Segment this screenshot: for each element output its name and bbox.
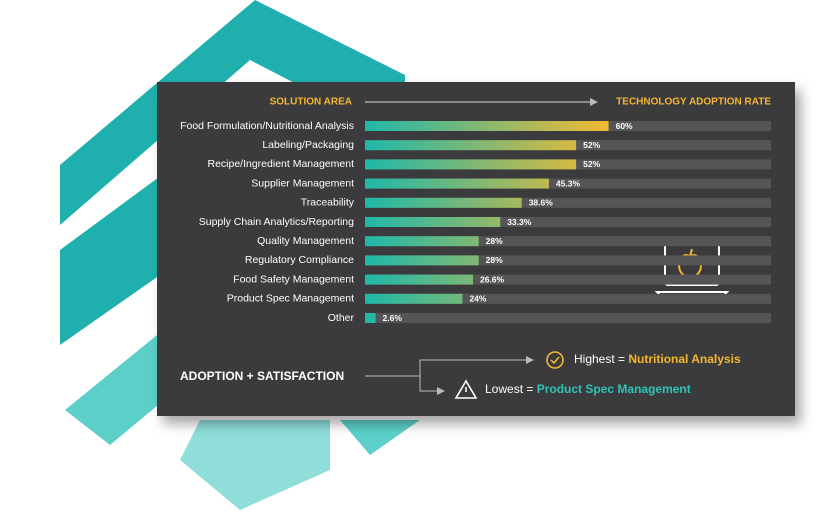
bar-track — [365, 178, 771, 189]
bar-track — [365, 197, 771, 208]
bar — [365, 197, 522, 208]
bar-track — [365, 217, 771, 227]
value-label: 52% — [583, 140, 600, 150]
category-label: Supply Chain Analytics/Reporting — [199, 216, 354, 228]
bar — [365, 274, 473, 285]
bar-track — [365, 255, 771, 266]
category-label: Food Safety Management — [233, 273, 354, 285]
highest-label: Highest = — [574, 352, 625, 366]
category-label: Recipe/Ingredient Management — [207, 158, 354, 170]
bar — [365, 159, 577, 170]
lowest-value: Product Spec Management — [537, 382, 691, 396]
bar — [365, 140, 577, 151]
highest-value: Nutritional Analysis — [628, 352, 741, 366]
lowest-label: Lowest = — [485, 382, 533, 396]
category-label: Traceability — [301, 197, 355, 209]
value-label: 24% — [469, 294, 486, 304]
value-header: TECHNOLOGY ADOPTION RATE — [616, 97, 771, 108]
bar — [365, 293, 463, 304]
bar — [365, 217, 501, 227]
value-label: 28% — [486, 255, 503, 265]
highest: Highest = Nutritional Analysis — [574, 352, 741, 366]
bar-track — [365, 293, 771, 304]
bar — [365, 236, 479, 247]
connector — [365, 356, 534, 395]
warning-icon — [454, 379, 478, 399]
category-label: Product Spec Management — [227, 293, 354, 305]
category-header: SOLUTION AREA — [270, 97, 352, 108]
value-label: 38.6% — [529, 198, 554, 208]
value-label: 60% — [616, 121, 633, 131]
bar-track — [365, 274, 771, 285]
category-label: Other — [328, 312, 355, 324]
value-label: 52% — [583, 159, 600, 169]
value-label: 33.3% — [507, 217, 532, 227]
value-label: 45.3% — [556, 178, 581, 188]
bar — [365, 255, 479, 266]
value-label: 26.6% — [480, 274, 505, 284]
summary-title: ADOPTION + SATISFACTION — [180, 369, 344, 383]
category-label: Labeling/Packaging — [262, 139, 354, 151]
category-label: Food Formulation/Nutritional Analysis — [180, 120, 354, 132]
bar — [365, 313, 376, 323]
lowest: Lowest = Product Spec Management — [485, 382, 691, 396]
category-label: Supplier Management — [251, 177, 354, 189]
category-label: Quality Management — [257, 235, 354, 247]
value-label: 28% — [486, 236, 503, 246]
value-label: 2.6% — [383, 313, 403, 323]
bar-track — [365, 313, 771, 323]
bar — [365, 121, 609, 131]
bar — [365, 178, 549, 189]
category-label: Regulatory Compliance — [245, 254, 354, 266]
bar-track — [365, 236, 771, 247]
check-icon — [546, 351, 564, 369]
